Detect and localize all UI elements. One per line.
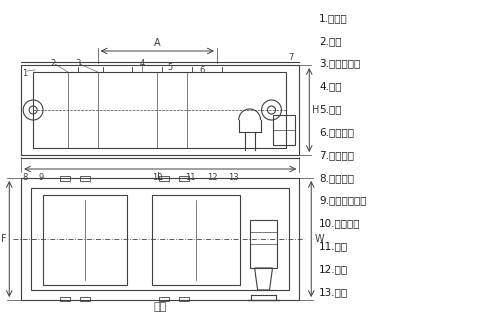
- Text: L: L: [158, 172, 163, 182]
- Text: 4: 4: [140, 59, 145, 68]
- Text: 1: 1: [22, 68, 28, 77]
- Text: 9: 9: [38, 172, 44, 181]
- Text: 7.减速电机: 7.减速电机: [319, 150, 354, 160]
- Bar: [249, 220, 277, 268]
- Text: 12: 12: [207, 172, 217, 181]
- Bar: [80, 297, 90, 301]
- Text: 13.链轮: 13.链轮: [319, 287, 348, 297]
- Text: 13: 13: [229, 172, 239, 181]
- Text: 2.机架: 2.机架: [319, 36, 342, 46]
- Text: A: A: [154, 38, 161, 48]
- Bar: [60, 297, 70, 301]
- Text: 6.卸铁皮带: 6.卸铁皮带: [319, 127, 354, 137]
- Text: H: H: [312, 105, 319, 115]
- Bar: [159, 297, 169, 301]
- Text: W: W: [314, 234, 324, 244]
- Text: 8: 8: [22, 172, 28, 181]
- Text: F: F: [0, 234, 6, 244]
- Text: 2: 2: [50, 59, 56, 68]
- Bar: [179, 176, 189, 181]
- Text: 11.护罩: 11.护罩: [319, 241, 348, 251]
- Bar: [159, 176, 169, 181]
- Text: 12.链条: 12.链条: [319, 264, 348, 274]
- Text: 9.轴承调节装置: 9.轴承调节装置: [319, 196, 367, 206]
- Text: 10.主动滚筒: 10.主动滚筒: [319, 219, 361, 228]
- Text: 3.除铁器本体: 3.除铁器本体: [319, 59, 361, 69]
- Text: 7: 7: [289, 52, 294, 61]
- Bar: [80, 176, 90, 181]
- Text: 4.托辊: 4.托辊: [319, 82, 342, 92]
- Text: 3: 3: [75, 59, 80, 68]
- Text: 10: 10: [152, 172, 163, 181]
- Text: 1.吊装具: 1.吊装具: [319, 13, 348, 23]
- Text: 8.从动滚筒: 8.从动滚筒: [319, 173, 354, 183]
- Text: 11: 11: [185, 172, 195, 181]
- Bar: [60, 176, 70, 181]
- Text: 6: 6: [199, 66, 205, 75]
- Bar: [179, 297, 189, 301]
- Text: 5: 5: [168, 62, 173, 71]
- Text: 5.刮板: 5.刮板: [319, 104, 342, 114]
- Bar: [273, 115, 295, 145]
- Text: 图一: 图一: [154, 302, 167, 312]
